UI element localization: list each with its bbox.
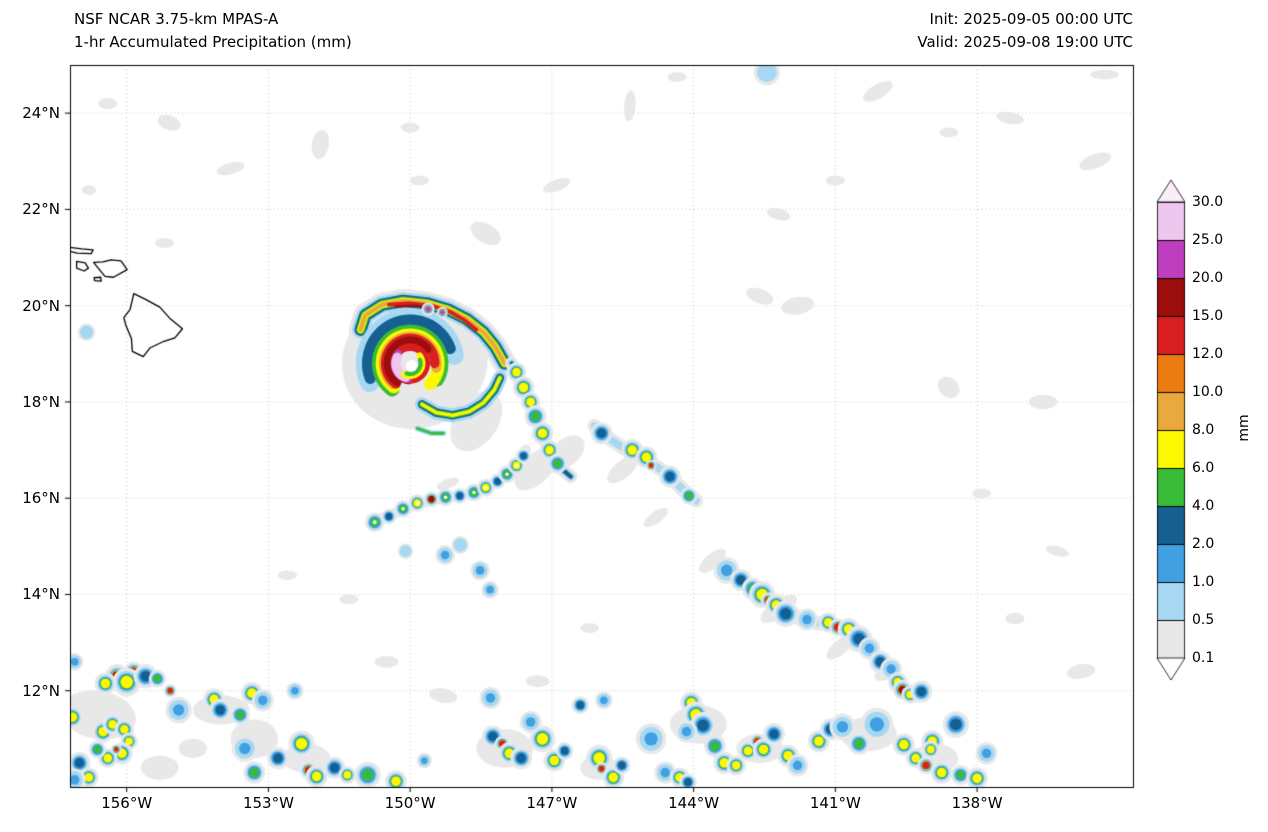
colorbar-tick-label: 6.0 bbox=[1192, 460, 1215, 476]
time-block: Init: 2025-09-05 00:00 UTC Valid: 2025-0… bbox=[917, 8, 1133, 53]
colorbar-tick-label: 0.1 bbox=[1192, 650, 1215, 666]
x-axis-tick-label: 153°W bbox=[242, 794, 294, 812]
colorbar-tick-label: 1.0 bbox=[1192, 574, 1215, 590]
colorbar-tick-label: 8.0 bbox=[1192, 422, 1215, 438]
model-title: NSF NCAR 3.75-km MPAS-A bbox=[74, 10, 279, 28]
field-title: 1-hr Accumulated Precipitation (mm) bbox=[74, 32, 352, 51]
title-block: NSF NCAR 3.75-km MPAS-A 1-hr Accumulated… bbox=[74, 8, 352, 53]
x-axis-tick-label: 138°W bbox=[951, 794, 1003, 812]
x-axis-tick-label: 147°W bbox=[526, 794, 578, 812]
colorbar-tick-label: 10.0 bbox=[1192, 384, 1224, 400]
colorbar-tick-label: 2.0 bbox=[1192, 536, 1215, 552]
y-axis-tick-label: 16°N bbox=[22, 489, 60, 508]
valid-time-label: Valid: 2025-09-08 19:00 UTC bbox=[917, 32, 1133, 51]
y-axis-tick-label: 18°N bbox=[22, 392, 60, 411]
y-axis-tick-label: 14°N bbox=[22, 585, 60, 604]
y-axis-tick-label: 22°N bbox=[22, 200, 60, 219]
colorbar-tick-label: 15.0 bbox=[1192, 308, 1224, 324]
colorbar-tick-label: 25.0 bbox=[1192, 232, 1224, 248]
y-axis-tick-label: 24°N bbox=[22, 104, 60, 123]
colorbar-tick-label: 4.0 bbox=[1192, 498, 1215, 514]
y-axis-tick-label: 12°N bbox=[22, 681, 60, 700]
y-axis-tick-label: 20°N bbox=[22, 296, 60, 315]
x-axis-tick-label: 150°W bbox=[384, 794, 436, 812]
x-axis-tick-label: 141°W bbox=[809, 794, 861, 812]
x-axis-tick-label: 156°W bbox=[101, 794, 153, 812]
x-axis-tick-label: 144°W bbox=[668, 794, 720, 812]
colorbar-tick-label: 0.5 bbox=[1192, 612, 1215, 628]
colorbar-unit-label: mm bbox=[1236, 414, 1252, 442]
colorbar-tick-label: 30.0 bbox=[1192, 194, 1224, 210]
colorbar-tick-label: 20.0 bbox=[1192, 270, 1224, 286]
init-time-label: Init: 2025-09-05 00:00 UTC bbox=[929, 10, 1133, 28]
colorbar-tick-label: 12.0 bbox=[1192, 346, 1224, 362]
